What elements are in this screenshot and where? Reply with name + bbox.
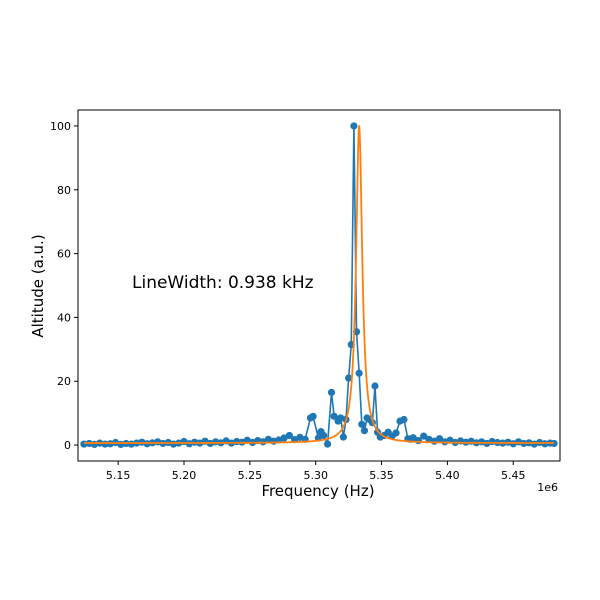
x-tick-label: 5.15: [106, 469, 131, 482]
data-point: [435, 435, 444, 443]
data-point: [339, 433, 347, 441]
data-point: [320, 431, 328, 440]
x-axis-offset-label: 1e6: [537, 481, 558, 494]
fit-curve: [83, 125, 555, 444]
data-point: [355, 369, 363, 377]
y-tick-label: 60: [57, 248, 71, 261]
data-point: [330, 412, 338, 420]
data-point: [323, 440, 332, 448]
data-point: [550, 439, 558, 448]
y-tick-label: 100: [50, 120, 71, 133]
series-layer: [80, 122, 558, 449]
y-tick-label: 20: [57, 375, 71, 388]
y-axis-ticks: 0 20 40 60 80 100: [50, 120, 78, 452]
data-point: [420, 432, 428, 440]
data-point: [392, 429, 400, 437]
data-point: [327, 388, 336, 396]
y-tick-label: 80: [57, 184, 71, 197]
y-tick-label: 0: [64, 439, 71, 452]
y-tick-label: 40: [57, 311, 71, 324]
data-point: [350, 122, 358, 130]
linewidth-annotation: LineWidth: 0.938 kHz: [132, 273, 314, 293]
y-axis-label: Altitude (a.u.): [29, 234, 47, 337]
axes-frame: [77, 109, 561, 462]
x-tick-label: 5.45: [501, 469, 526, 482]
data-point: [358, 420, 366, 428]
data-point: [400, 415, 408, 424]
data-point: [285, 431, 293, 440]
x-axis-label: Frequency (Hz): [261, 482, 374, 500]
data-point: [409, 434, 417, 442]
x-tick-label: 5.30: [303, 469, 328, 482]
plot-area: [77, 109, 561, 462]
data-point: [309, 412, 317, 420]
x-axis-ticks: 5.15 5.20 5.25 5.30 5.35 5.40 5.45: [106, 461, 526, 482]
data-point: [360, 427, 369, 435]
x-tick-label: 5.25: [238, 469, 263, 482]
data-point: [345, 374, 353, 382]
data-point: [371, 382, 379, 390]
x-tick-label: 5.40: [435, 469, 460, 482]
x-tick-label: 5.35: [369, 469, 394, 482]
x-tick-label: 5.20: [172, 469, 197, 482]
